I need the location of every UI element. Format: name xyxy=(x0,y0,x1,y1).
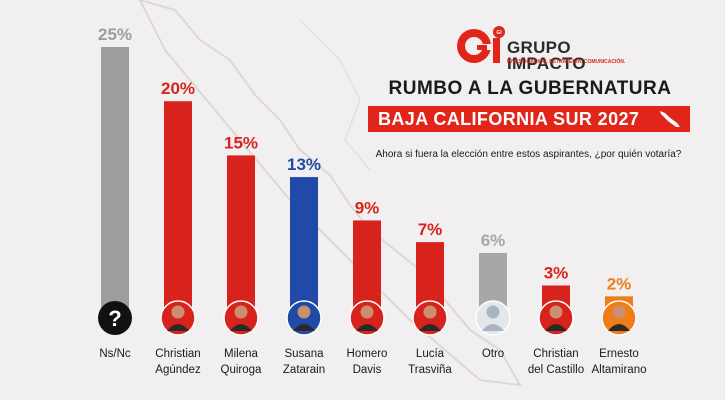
bar-group-6: 6% Otro xyxy=(475,231,511,360)
bar xyxy=(227,155,255,318)
survey-question: Ahora si fuera la elección entre estos a… xyxy=(375,149,682,160)
category-label: Ernesto xyxy=(599,348,639,360)
candidate-avatar-icon xyxy=(601,300,637,336)
question-mark: ? xyxy=(108,306,121,331)
category-label: Agúndez xyxy=(155,364,201,376)
region-banner: BAJA CALIFORNIA SUR 2027 xyxy=(368,106,690,132)
candidate-avatar-icon xyxy=(286,300,322,336)
category-label: Susana xyxy=(284,348,324,360)
svg-text:GI: GI xyxy=(496,30,502,36)
brand-logo: GI GRUPO IMPACTO INVESTIGACIÓN. ESTRATEG… xyxy=(455,18,625,73)
bar-group-4: 9% Homero Davis xyxy=(347,198,388,376)
candidate-avatar-icon xyxy=(538,300,574,336)
category-label: Lucía xyxy=(416,348,445,360)
bar xyxy=(290,177,318,318)
candidate-avatar-icon xyxy=(349,300,385,336)
bar xyxy=(101,47,129,318)
chart-title: RUMBO A LA GUBERNATURA xyxy=(388,78,672,99)
category-label: Altamirano xyxy=(592,364,647,376)
category-label: Otro xyxy=(482,348,504,360)
candidate-avatar-icon xyxy=(160,300,196,336)
category-label: Milena xyxy=(224,348,258,360)
bar-value-label: 3% xyxy=(544,263,569,282)
brand-name: GRUPO IMPACTO xyxy=(507,38,586,73)
category-label: Christian xyxy=(533,348,578,360)
bcs-map-icon xyxy=(660,111,680,127)
bar-group-5: 7% Lucía Trasviña xyxy=(408,220,452,376)
bar-group-8: 2% Ernesto Altamirano xyxy=(592,274,647,376)
bar-group-3: 13% Susana Zatarain xyxy=(283,155,325,376)
category-label: Zatarain xyxy=(283,364,325,376)
candidate-avatar-icon xyxy=(412,300,448,336)
bar-value-label: 9% xyxy=(355,198,380,217)
bar-group-7: 3% Christian del Castillo xyxy=(528,263,584,376)
bar-value-label: 15% xyxy=(224,133,258,152)
category-label: Christian xyxy=(155,348,200,360)
region-banner-label: BAJA CALIFORNIA SUR 2027 xyxy=(378,109,640,129)
bar-group-1: 20% Christian Agúndez xyxy=(155,79,201,376)
bar-value-label: 7% xyxy=(418,220,443,239)
bar-value-label: 20% xyxy=(161,79,195,98)
brand-mark-icon: GI xyxy=(457,26,505,63)
category-label: Trasviña xyxy=(408,364,452,376)
bar-group-0: 25%? Ns/Nc xyxy=(98,25,132,360)
category-label: Homero xyxy=(347,348,388,360)
question-icon xyxy=(98,301,132,335)
category-label: del Castillo xyxy=(528,364,584,376)
brand-tagline: INVESTIGACIÓN. ESTRATEGIA. COMUNICACIÓN. xyxy=(507,59,626,65)
generic-person-icon xyxy=(475,300,511,336)
bar-value-label: 13% xyxy=(287,155,321,174)
candidate-avatar-icon xyxy=(223,300,259,336)
bar-value-label: 2% xyxy=(607,274,632,293)
bar-group-2: 15% Milena Quiroga xyxy=(221,133,263,376)
category-label: Davis xyxy=(353,364,382,376)
bar-value-label: 25% xyxy=(98,25,132,44)
bar xyxy=(164,101,192,318)
category-label: Quiroga xyxy=(221,364,263,376)
bar-value-label: 6% xyxy=(481,231,506,250)
category-label: Ns/Nc xyxy=(99,348,131,360)
